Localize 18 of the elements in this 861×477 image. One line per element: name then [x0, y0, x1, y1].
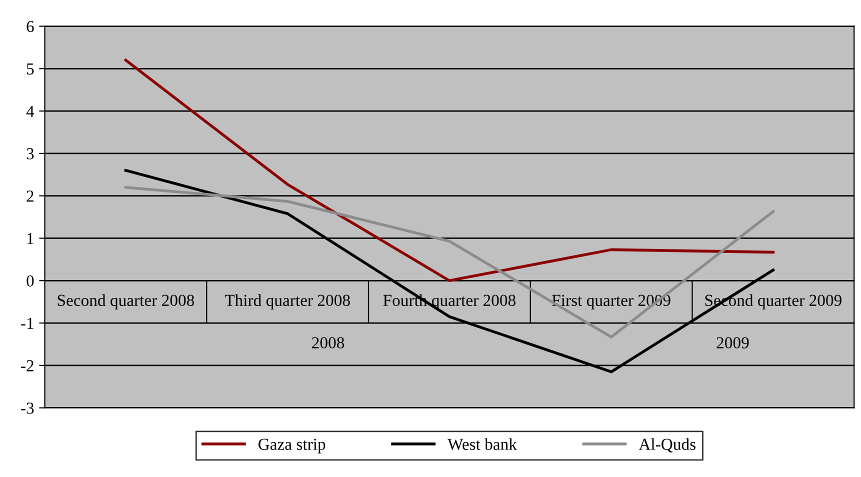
annotation: 2008 — [312, 337, 344, 348]
y-tick-label: 4 — [26, 106, 34, 117]
legend-label: West bank — [448, 438, 517, 450]
y-tick-label: -1 — [21, 318, 34, 329]
legend-label: Al-Quds — [638, 438, 696, 452]
y-tick-label: 5 — [26, 64, 34, 75]
legend-label: Gaza strip — [258, 438, 326, 454]
y-tick-label: 1 — [27, 233, 34, 244]
annotation: 2009 — [716, 337, 749, 348]
line-series — [124, 58, 775, 282]
y-tick-label: -2 — [21, 360, 34, 372]
y-tick-label: 3 — [26, 148, 34, 160]
x-tick-label: Third quarter 2008 — [224, 294, 350, 310]
y-tick-label: -3 — [21, 402, 34, 414]
y-tick-label: 0 — [26, 275, 34, 287]
x-tick-label: Second quarter 2008 — [58, 294, 194, 310]
y-tick-label: 6 — [26, 20, 34, 32]
y-tick-label: 2 — [26, 190, 34, 202]
